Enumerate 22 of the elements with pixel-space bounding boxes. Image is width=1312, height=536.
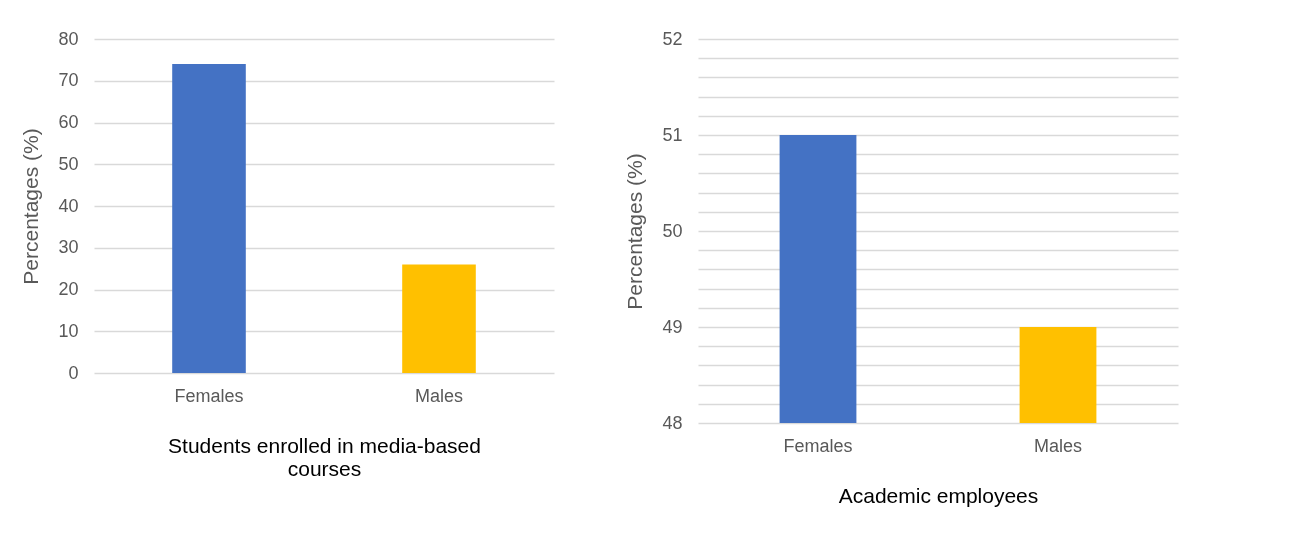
y-axis-title: Percentages (%) (19, 128, 43, 285)
y-tick-label: 60 (58, 112, 79, 132)
y-tick-label: 30 (58, 237, 79, 258)
y-tick-label: 40 (58, 195, 79, 216)
y-tick-label: 49 (662, 316, 683, 337)
x-tick-label: Males (1033, 435, 1083, 456)
x-tick-label: Males (414, 385, 464, 406)
y-tick-label: 52 (662, 28, 683, 49)
y-tick-label: 48 (662, 412, 683, 433)
x-tick-label: Females (783, 435, 853, 456)
y-tick-label: 51 (662, 124, 683, 145)
y-tick-label: 10 (58, 320, 79, 341)
y-axis-title: Percentages (%) (623, 153, 647, 310)
y-tick-label: 0 (68, 362, 79, 383)
y-tick-label: 50 (58, 153, 79, 174)
y-tick-label: 50 (662, 220, 683, 241)
y-tick-label: 80 (58, 28, 79, 49)
x-axis-title: Students enrolled in media-based courses (168, 433, 481, 480)
x-tick-label: Females (174, 385, 244, 406)
y-tick-label: 70 (58, 70, 79, 91)
y-tick-label: 20 (58, 279, 79, 299)
x-axis-title: Academic employees (838, 483, 1039, 507)
